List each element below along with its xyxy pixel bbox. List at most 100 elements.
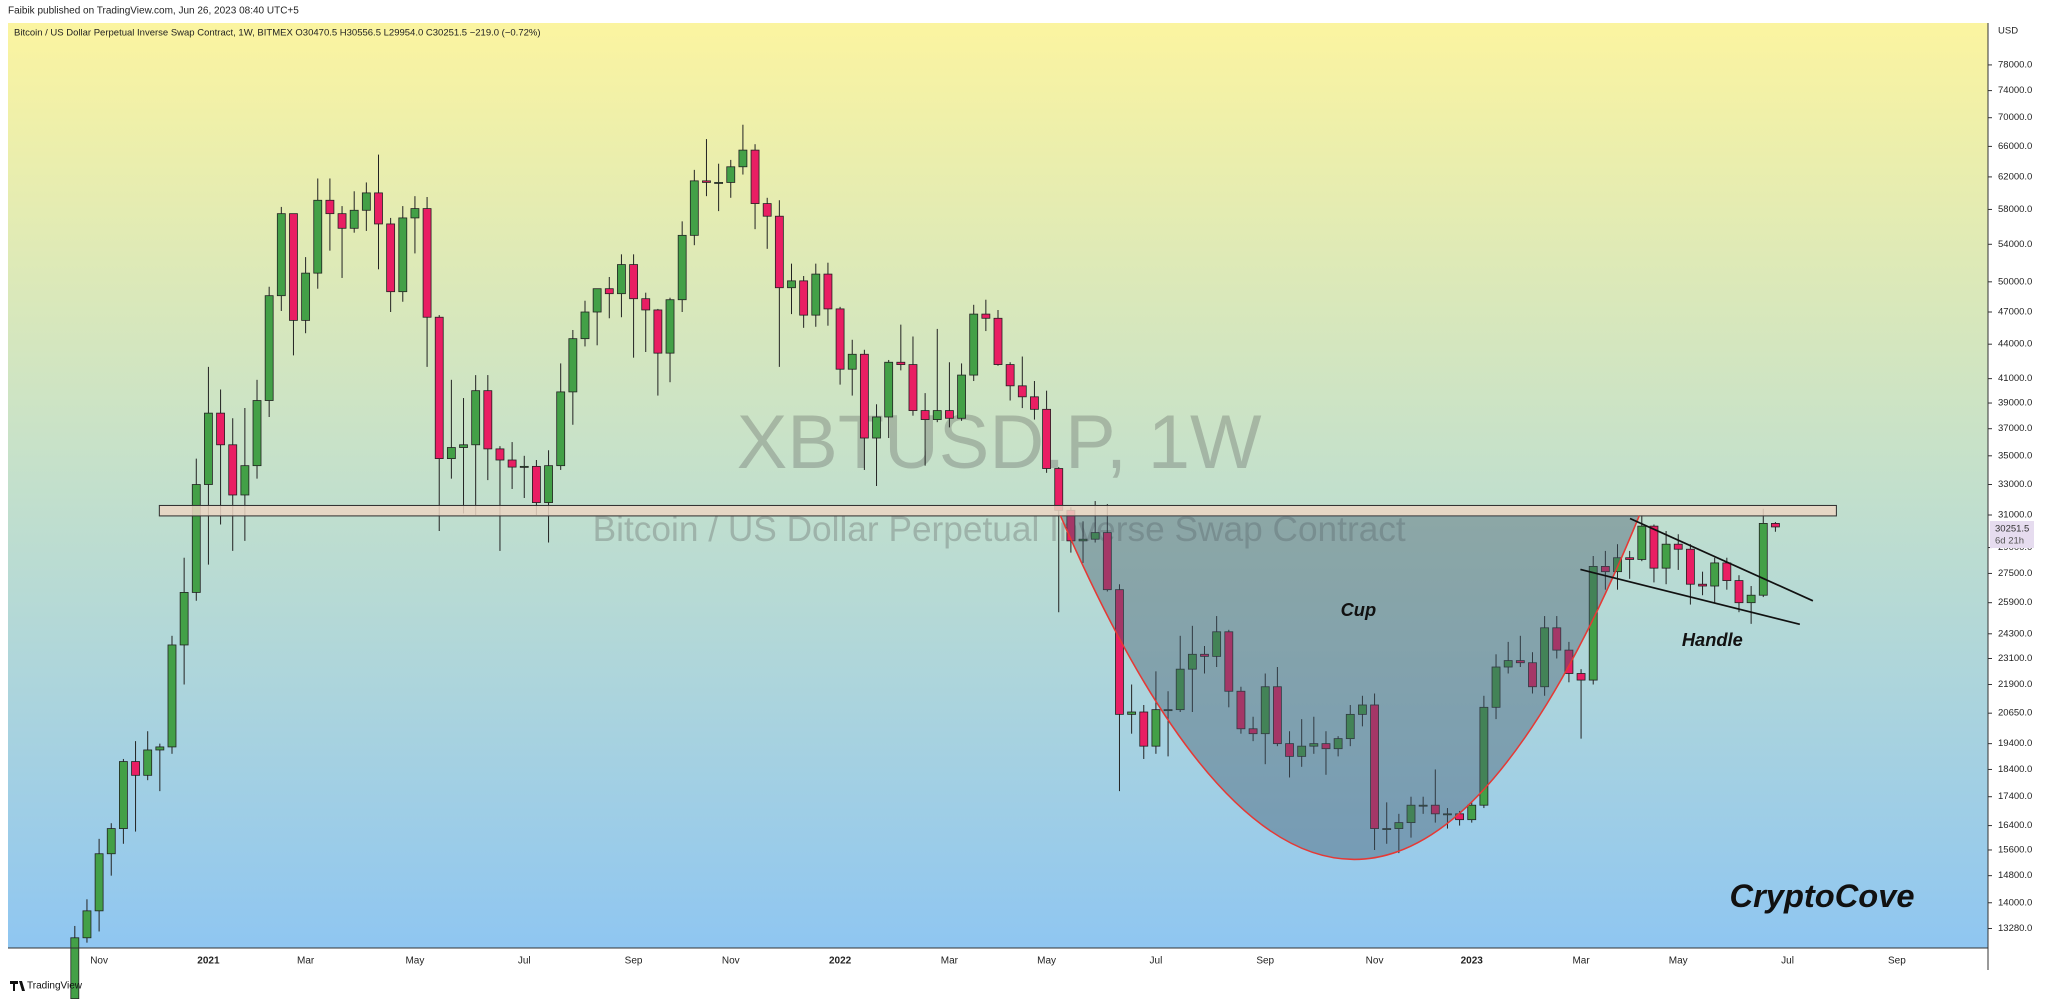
candle-body xyxy=(665,299,675,354)
x-tick-label: Sep xyxy=(1888,956,1906,967)
candle-body xyxy=(1758,523,1768,596)
candle-body xyxy=(774,215,784,289)
candle-body xyxy=(1090,532,1100,540)
signature: CryptoCove xyxy=(1730,877,1915,914)
candle-body xyxy=(106,828,116,855)
candle-body xyxy=(580,311,590,340)
x-tick-label: Sep xyxy=(625,956,643,967)
candle-body xyxy=(1151,709,1161,747)
x-tick-label: 2021 xyxy=(197,956,220,967)
y-tick-label: 47000.0 xyxy=(1998,307,2032,318)
candle-body xyxy=(617,264,626,295)
candle-body xyxy=(446,447,456,460)
y-tick-label: 25900.0 xyxy=(1998,597,2032,608)
x-tick-label: Nov xyxy=(1366,956,1384,967)
last-price: 30251.5 xyxy=(1995,524,2029,535)
candle-body xyxy=(981,313,991,319)
candle-body xyxy=(1358,704,1367,715)
y-tick-label: 16400.0 xyxy=(1998,820,2032,831)
candle-body xyxy=(1600,566,1610,573)
brand-logo xyxy=(10,981,25,991)
candle-body xyxy=(410,208,420,219)
candle-body xyxy=(556,391,566,467)
candle-body xyxy=(1564,649,1574,674)
y-tick-label: 15600.0 xyxy=(1998,844,2032,855)
candle-body xyxy=(349,209,359,229)
candle-body xyxy=(908,364,918,411)
candle-body xyxy=(483,390,493,450)
candle-body xyxy=(325,199,335,215)
candle-body xyxy=(544,465,553,503)
x-tick-label: 2023 xyxy=(1461,956,1484,967)
candle-body xyxy=(847,353,857,370)
candle-body xyxy=(82,910,92,939)
candle-body xyxy=(738,149,748,168)
candle-body xyxy=(1054,468,1064,511)
x-tick-label: Sep xyxy=(1256,956,1274,967)
candle-body xyxy=(1467,804,1477,821)
candle-body xyxy=(1236,690,1246,730)
candle-body xyxy=(714,182,724,184)
candle-body xyxy=(519,465,529,468)
candle-body xyxy=(1297,745,1307,757)
candle-body xyxy=(1588,566,1598,681)
candle-body xyxy=(1491,666,1501,708)
candle-body xyxy=(1260,686,1270,735)
candle-body xyxy=(240,465,250,496)
candle-body xyxy=(361,192,371,211)
y-tick-label: 50000.0 xyxy=(1998,276,2032,287)
candle-body xyxy=(1649,525,1659,569)
y-tick-label: 70000.0 xyxy=(1998,112,2032,123)
candle-body xyxy=(1115,589,1124,715)
y-tick-label: 23100.0 xyxy=(1998,653,2032,664)
candle-body xyxy=(1661,543,1671,569)
candle-body xyxy=(1321,743,1331,750)
candle-body xyxy=(1187,653,1197,670)
candle-body xyxy=(1285,743,1294,757)
candle-body xyxy=(799,280,809,316)
candle-body xyxy=(1078,538,1088,542)
candle-body xyxy=(94,853,104,912)
candle-body xyxy=(1613,557,1622,573)
candle-body xyxy=(1710,562,1720,587)
candle-body xyxy=(823,273,833,310)
handle-upper-line xyxy=(1629,517,1814,602)
candle-body xyxy=(289,213,298,321)
y-tick-label: 66000.0 xyxy=(1998,141,2032,152)
candle-body xyxy=(1224,631,1234,692)
candle-body xyxy=(726,166,736,183)
resistance-zone xyxy=(158,504,1837,517)
candle-body xyxy=(1272,686,1282,745)
candle-body xyxy=(313,199,323,274)
candle-body xyxy=(1528,662,1537,688)
candle-body xyxy=(1017,385,1027,398)
candle-body xyxy=(1685,548,1695,585)
candle-body xyxy=(641,298,651,311)
y-tick-label: 14800.0 xyxy=(1998,870,2032,881)
candle-body xyxy=(495,448,505,461)
y-tick-label: 41000.0 xyxy=(1998,373,2032,384)
y-tick-label: 58000.0 xyxy=(1998,204,2032,215)
handle-lower-line xyxy=(1580,568,1801,626)
x-tick-label: Mar xyxy=(1572,956,1590,967)
candle-body xyxy=(1734,580,1744,604)
y-tick-label: 44000.0 xyxy=(1998,339,2032,350)
candle-body xyxy=(1746,594,1756,604)
y-tick-label: 27500.0 xyxy=(1998,568,2032,579)
y-tick-label: 17400.0 xyxy=(1998,791,2032,802)
candle-body xyxy=(859,353,869,439)
candle-body xyxy=(398,217,408,293)
candle-body xyxy=(1576,673,1586,681)
candle-body xyxy=(216,412,225,446)
candle-body xyxy=(1394,822,1404,829)
cup-fill xyxy=(1060,515,1640,860)
candle-body xyxy=(459,444,468,448)
x-tick-label: May xyxy=(1669,956,1688,967)
candle-body xyxy=(993,317,1003,365)
y-tick-label: 33000.0 xyxy=(1998,479,2032,490)
candle-body xyxy=(835,308,845,370)
candle-body xyxy=(252,400,262,467)
candle-body xyxy=(1309,743,1319,747)
y-tick-label: 13280.0 xyxy=(1998,923,2032,934)
